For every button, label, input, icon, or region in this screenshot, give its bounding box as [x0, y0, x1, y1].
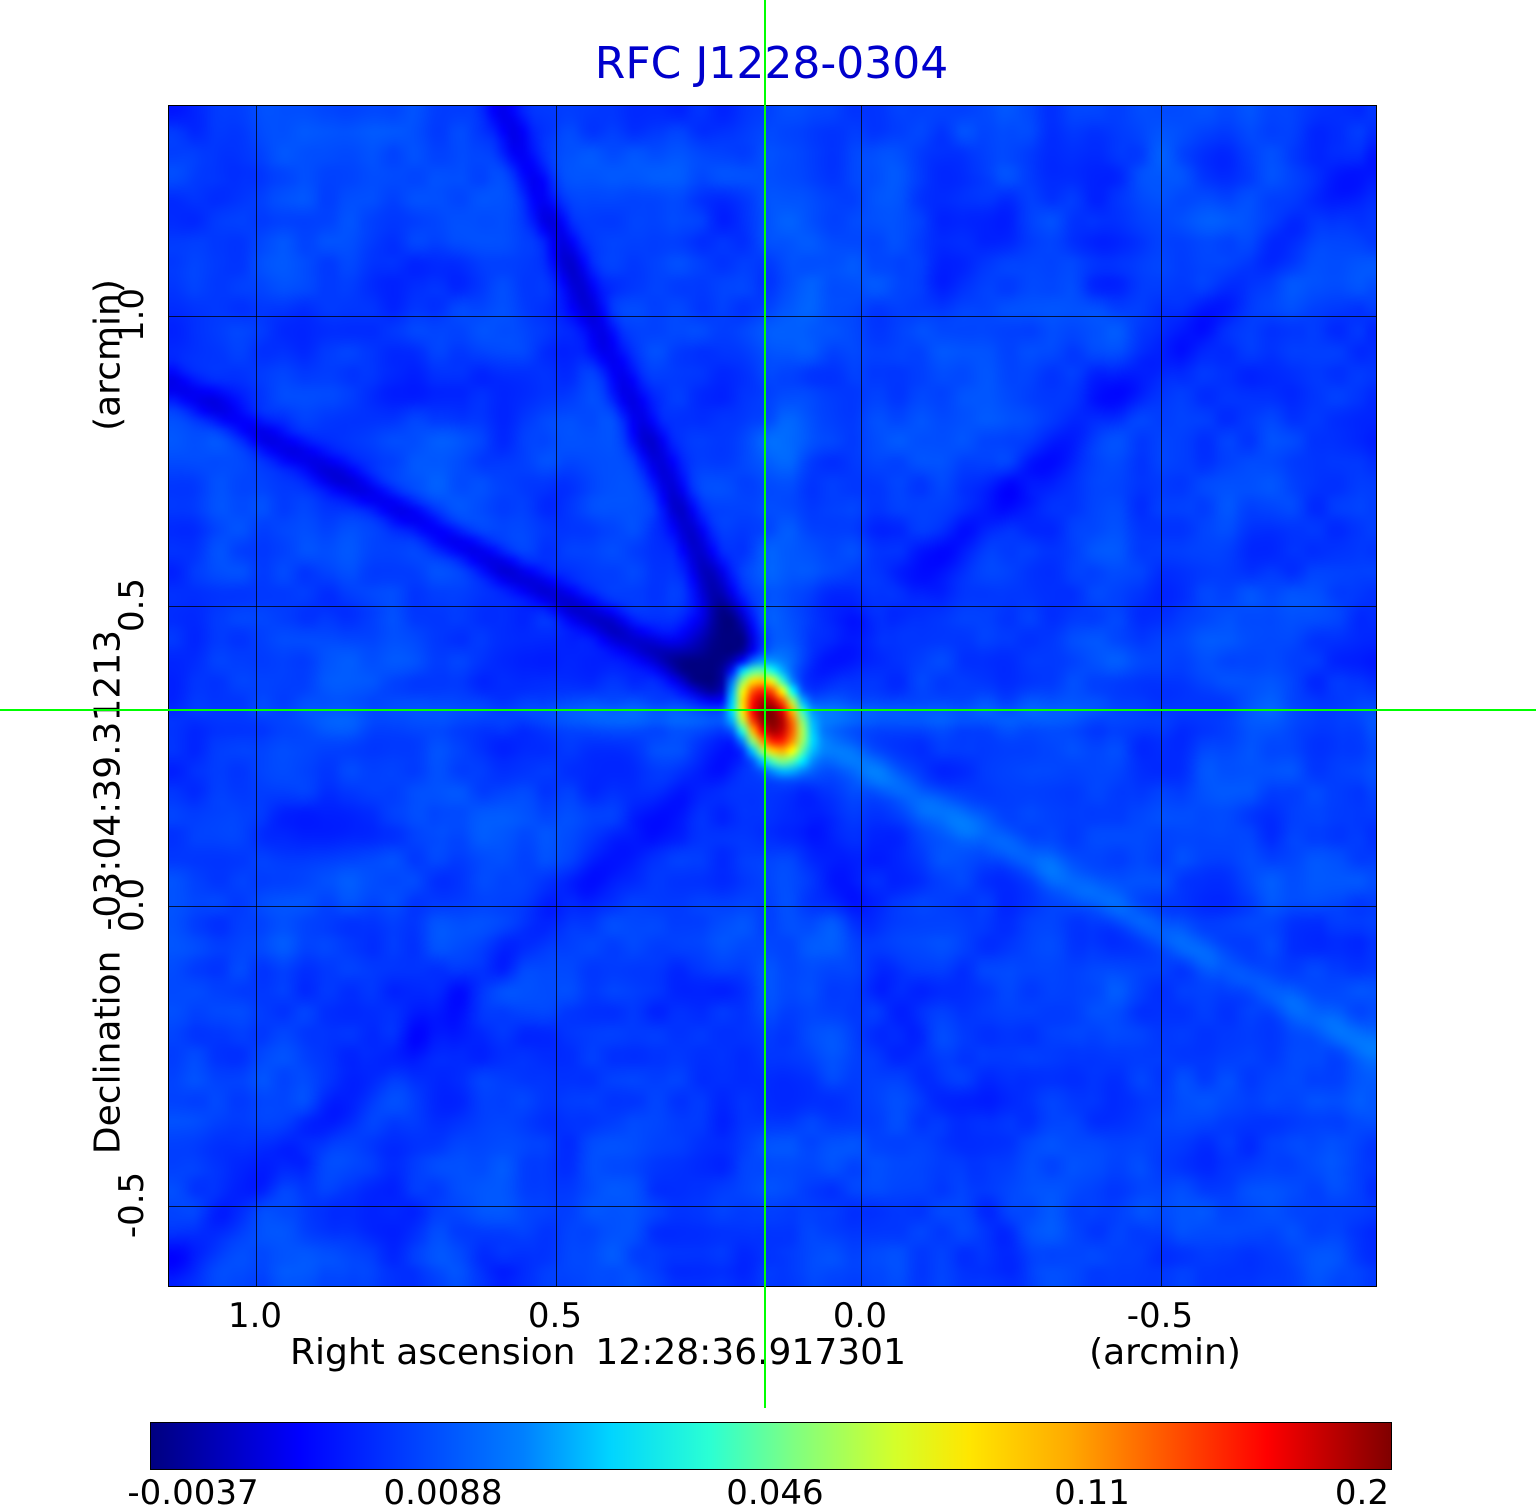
crosshair-vertical-line [763, 0, 766, 1408]
gridline-horizontal [169, 316, 1376, 318]
gridline-vertical [555, 106, 557, 1286]
colorbar-tick-label: -0.0037 [127, 1473, 259, 1511]
x-axis-unit: (arcmin) [1089, 1332, 1241, 1373]
y-axis-coordinate-value: -03:04:39.31213 [87, 629, 129, 931]
crosshair-horizontal-line [0, 708, 1536, 711]
gridline-vertical [860, 106, 862, 1286]
y-tick-label: -0.5 [112, 1171, 152, 1239]
y-tick-label: 0.5 [112, 577, 152, 632]
y-axis-unit: (arcmin) [87, 279, 129, 431]
x-tick-label: 1.0 [227, 1296, 283, 1336]
y-axis-label-text: Declination [87, 950, 129, 1155]
x-tick-label: 0.0 [832, 1296, 888, 1336]
gridline-vertical [256, 106, 258, 1286]
colorbar-tick-label: 0.046 [726, 1473, 824, 1511]
radio-map-heatmap [169, 106, 1376, 1286]
colorbar-tick-label: 0.0088 [383, 1473, 503, 1511]
x-tick-label: -0.5 [1126, 1296, 1194, 1336]
colorbar-gradient [151, 1423, 1391, 1469]
plot-area [168, 105, 1377, 1287]
x-tick-label: 0.5 [527, 1296, 582, 1336]
gridline-horizontal [169, 605, 1376, 607]
x-axis-label: Right ascension 12:28:36.917301 [168, 1332, 1028, 1373]
colorbar [150, 1422, 1392, 1470]
x-axis-coordinate-value: 12:28:36.917301 [595, 1332, 906, 1373]
figure-title: RFC J1228-0304 [594, 38, 949, 89]
colorbar-tick-label: 0.2 [1334, 1473, 1390, 1511]
x-axis-label-text: Right ascension [290, 1332, 576, 1373]
colorbar-tick-label: 0.11 [1054, 1473, 1130, 1511]
gridline-horizontal [169, 1205, 1376, 1207]
gridline-vertical [1160, 106, 1162, 1286]
gridline-horizontal [169, 906, 1376, 908]
